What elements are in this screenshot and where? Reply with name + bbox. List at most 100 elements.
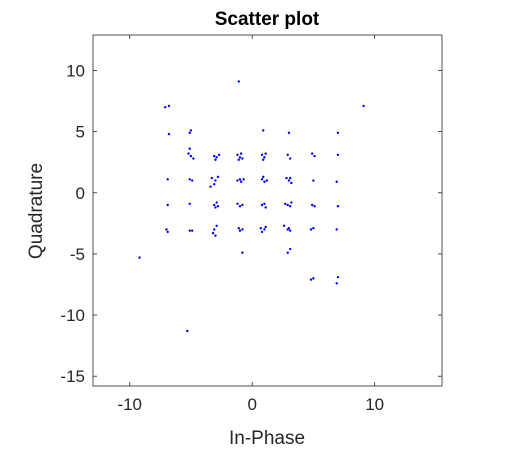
scatter-point	[236, 179, 239, 182]
x-axis-label: In-Phase	[229, 428, 305, 449]
scatter-point	[286, 203, 289, 207]
scatter-point	[312, 179, 315, 182]
scatter-point	[260, 178, 264, 181]
scatter-point	[237, 80, 240, 83]
scatter-point	[287, 227, 291, 230]
scatter-point	[190, 179, 194, 182]
scatter-point	[262, 129, 265, 132]
y-tick-label: 0	[76, 184, 85, 203]
scatter-point	[166, 230, 169, 234]
scatter-point	[167, 132, 171, 136]
axis-tick-labels: -10 0 10 -15 -10 -5 0 5 10	[60, 61, 384, 414]
scatter-point	[309, 228, 313, 231]
scatter-point	[213, 228, 216, 231]
scatter-point	[288, 247, 292, 251]
scatter-point	[214, 206, 217, 209]
scatter-point	[188, 178, 191, 181]
scatter-point	[265, 179, 269, 182]
scatter-point	[241, 157, 244, 160]
scatter-point	[166, 178, 169, 181]
scatter-point	[260, 153, 264, 157]
scatter-point	[213, 203, 216, 207]
scatter-point	[213, 154, 216, 158]
scatter-point	[241, 203, 244, 207]
scatter-point	[285, 176, 288, 180]
scatter-point	[164, 105, 167, 109]
y-tick-label: -15	[60, 367, 85, 386]
axes-box	[92, 34, 443, 387]
scatter-point	[284, 202, 287, 205]
scatter-point	[215, 156, 218, 159]
scatter-point	[264, 152, 267, 155]
scatter-point	[288, 205, 292, 208]
scatter-point	[165, 228, 168, 231]
scatter-point	[187, 152, 190, 155]
scatter-point	[313, 205, 316, 208]
scatter-point	[238, 229, 242, 232]
chart-title: Scatter plot	[215, 9, 320, 30]
scatter-point	[192, 157, 195, 160]
scatter-point	[336, 131, 340, 135]
scatter-point	[237, 158, 240, 161]
scatter-point	[336, 275, 340, 279]
scatter-point	[263, 228, 266, 231]
scatter-point	[287, 131, 291, 135]
scatter-point	[216, 175, 220, 179]
scatter-point	[335, 228, 338, 231]
scatter-point	[214, 179, 217, 182]
scatter-point	[336, 153, 340, 157]
y-tick-label: -5	[70, 245, 85, 264]
scatter-point	[213, 183, 216, 186]
scatter-point	[335, 282, 338, 285]
scatter-point	[239, 180, 243, 183]
scatter-point	[263, 156, 266, 159]
scatter-point	[288, 157, 292, 160]
scatter-point	[309, 278, 313, 281]
scatter-point	[264, 225, 267, 229]
scatter-point	[238, 205, 242, 208]
scatter-point	[312, 277, 315, 280]
scatter-point	[264, 206, 267, 209]
scatter-point	[241, 251, 244, 254]
scatter-point	[215, 224, 218, 227]
scatter-point	[290, 201, 293, 204]
scatter-point	[214, 158, 217, 161]
scatter-point	[262, 158, 265, 161]
scatter-point	[238, 156, 242, 159]
axis-ticks	[93, 35, 442, 386]
scatter-point	[217, 153, 221, 157]
scatter-points	[138, 80, 365, 333]
scatter-point	[215, 201, 218, 204]
scatter-point	[166, 203, 169, 207]
scatter-point	[238, 178, 242, 181]
scatter-point	[241, 228, 244, 231]
scatter-point	[290, 181, 293, 185]
scatter-point	[286, 153, 289, 157]
scatter-point	[236, 153, 239, 157]
scatter-point	[189, 129, 193, 132]
scatter-point	[190, 229, 194, 232]
scatter-point	[288, 176, 292, 180]
scatter-point	[262, 175, 265, 179]
scatter-point	[362, 104, 365, 108]
y-tick-label: 5	[76, 123, 85, 142]
scatter-point	[189, 154, 193, 158]
scatter-point	[167, 104, 171, 108]
scatter-point	[236, 202, 239, 205]
scatter-point	[138, 256, 141, 259]
scatter-point	[242, 178, 245, 181]
scatter-point	[313, 154, 316, 158]
x-tick-label: -10	[117, 395, 142, 414]
y-tick-label: 10	[66, 61, 85, 80]
scatter-point	[310, 203, 314, 207]
y-tick-label: -10	[60, 306, 85, 325]
scatter-point	[287, 179, 291, 182]
x-tick-label: 10	[365, 395, 384, 414]
scatter-point	[188, 147, 191, 150]
scatter-point	[263, 180, 266, 183]
scatter-point	[260, 230, 264, 234]
scatter-point	[210, 176, 213, 180]
scatter-point	[214, 234, 217, 237]
scatter-point	[310, 152, 314, 155]
